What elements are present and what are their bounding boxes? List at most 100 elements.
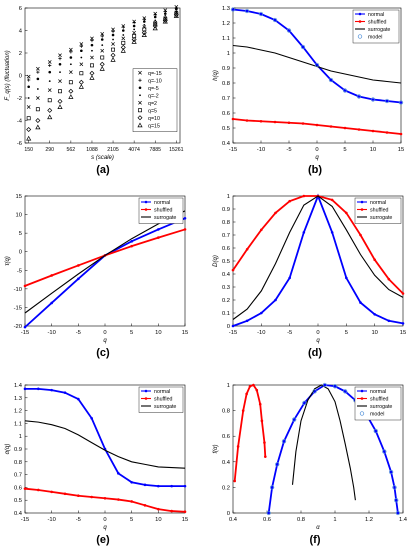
- y-tick-label: 1: [227, 383, 230, 389]
- data-point: [330, 198, 334, 202]
- data-point: [162, 17, 168, 23]
- x-tick-label: -5: [76, 517, 81, 523]
- x-tick-label: 5: [345, 330, 348, 336]
- y-tick-label: -5: [17, 268, 22, 274]
- y-tick-label: 0.8: [222, 409, 230, 415]
- legend-label: q=10: [148, 116, 160, 122]
- legend-marker: [360, 389, 364, 393]
- data-point: [112, 38, 114, 41]
- data-point: [301, 45, 305, 49]
- data-point: [35, 124, 41, 130]
- chart-panel: 0.4 0.6 0.8 1 1.2 1.4 0 0.2 0.4 0.6 0.8 1 α f(α) norma…: [213, 382, 408, 546]
- data-point: [373, 313, 376, 316]
- x-tick-label: 5: [130, 330, 133, 336]
- data-point: [58, 62, 62, 66]
- data-point: [101, 44, 104, 47]
- x-axis-label: q: [315, 155, 319, 161]
- data-point: [121, 29, 125, 32]
- data-point: [396, 511, 400, 515]
- data-point: [274, 298, 277, 302]
- data-point: [69, 50, 73, 54]
- data-point: [286, 28, 292, 33]
- legend-label: model: [368, 35, 382, 41]
- data-point: [80, 56, 83, 59]
- data-point: [157, 228, 160, 231]
- legend-label: surrogate: [370, 404, 392, 410]
- x-tick-label: 15261: [169, 147, 184, 153]
- data-point: [36, 96, 40, 100]
- data-point: [48, 63, 52, 67]
- data-point: [401, 322, 405, 325]
- legend-label: surrogate: [370, 215, 392, 221]
- y-tick-label: 0.7: [222, 96, 230, 102]
- data-point: [79, 62, 84, 67]
- data-point: [89, 75, 95, 80]
- y-tick-label: 0: [227, 324, 230, 330]
- data-point: [230, 7, 236, 12]
- x-tick-label: 0: [103, 330, 106, 336]
- data-point: [343, 390, 347, 393]
- data-point: [100, 38, 104, 41]
- legend-marker: [360, 208, 364, 211]
- data-point: [26, 74, 31, 79]
- data-point: [153, 21, 158, 26]
- data-point: [329, 125, 333, 128]
- data-point: [314, 62, 320, 68]
- legend-label: shuffled: [154, 397, 173, 403]
- y-axis-label: α(q): [5, 444, 11, 455]
- x-tick-label: 10: [155, 517, 161, 523]
- data-point: [90, 63, 94, 68]
- data-point: [47, 98, 52, 103]
- data-point: [233, 479, 236, 483]
- x-tick-label: -15: [229, 330, 237, 336]
- data-point: [183, 216, 187, 220]
- legend-marker: [144, 397, 148, 400]
- data-point: [398, 100, 404, 105]
- data-point: [399, 101, 403, 104]
- legend-marker: [144, 389, 148, 393]
- legend-marker: [358, 12, 362, 16]
- x-tick-label: 562: [67, 147, 76, 153]
- data-point: [69, 47, 73, 52]
- y-axis-label: τ(q): [5, 256, 11, 266]
- data-point: [69, 56, 73, 59]
- data-point: [260, 228, 263, 232]
- data-point: [77, 277, 80, 281]
- data-point: [267, 511, 271, 515]
- data-point: [23, 487, 27, 490]
- chart-panel: -15 -10 -5 0 5 10 15 0.4 0.5 0.6 0.7 0.8 0.9 1 1.1 1.2 1…: [5, 383, 188, 546]
- data-point: [79, 44, 83, 48]
- data-point: [259, 119, 263, 123]
- data-point: [292, 417, 297, 422]
- data-point: [154, 19, 157, 22]
- data-point: [258, 402, 262, 406]
- legend-label: surrogate: [154, 404, 176, 410]
- x-tick-label: 0: [316, 330, 319, 336]
- data-point: [302, 194, 306, 198]
- data-point: [388, 469, 394, 475]
- data-point: [183, 484, 187, 488]
- data-point: [303, 401, 306, 405]
- y-tick-label: -6: [17, 141, 22, 147]
- data-point: [100, 32, 105, 36]
- x-axis-label: q: [103, 525, 107, 531]
- data-point: [47, 60, 52, 64]
- y-tick-label: -10: [14, 287, 22, 293]
- data-point: [103, 496, 107, 500]
- data-point: [359, 233, 362, 237]
- x-tick-label: -10: [257, 330, 265, 336]
- data-point: [121, 40, 126, 45]
- data-point: [389, 470, 393, 474]
- data-point: [302, 400, 307, 406]
- y-tick-label: 1.3: [14, 396, 22, 402]
- data-point: [79, 42, 84, 46]
- series-line: [267, 384, 399, 514]
- data-point: [100, 48, 105, 53]
- series-surrogate: [232, 195, 404, 320]
- y-tick-label: 0.4: [222, 272, 231, 278]
- data-point: [91, 49, 93, 52]
- y-tick-label: 0.9: [222, 207, 230, 213]
- x-tick-label: 5: [343, 147, 346, 153]
- data-point: [131, 37, 137, 42]
